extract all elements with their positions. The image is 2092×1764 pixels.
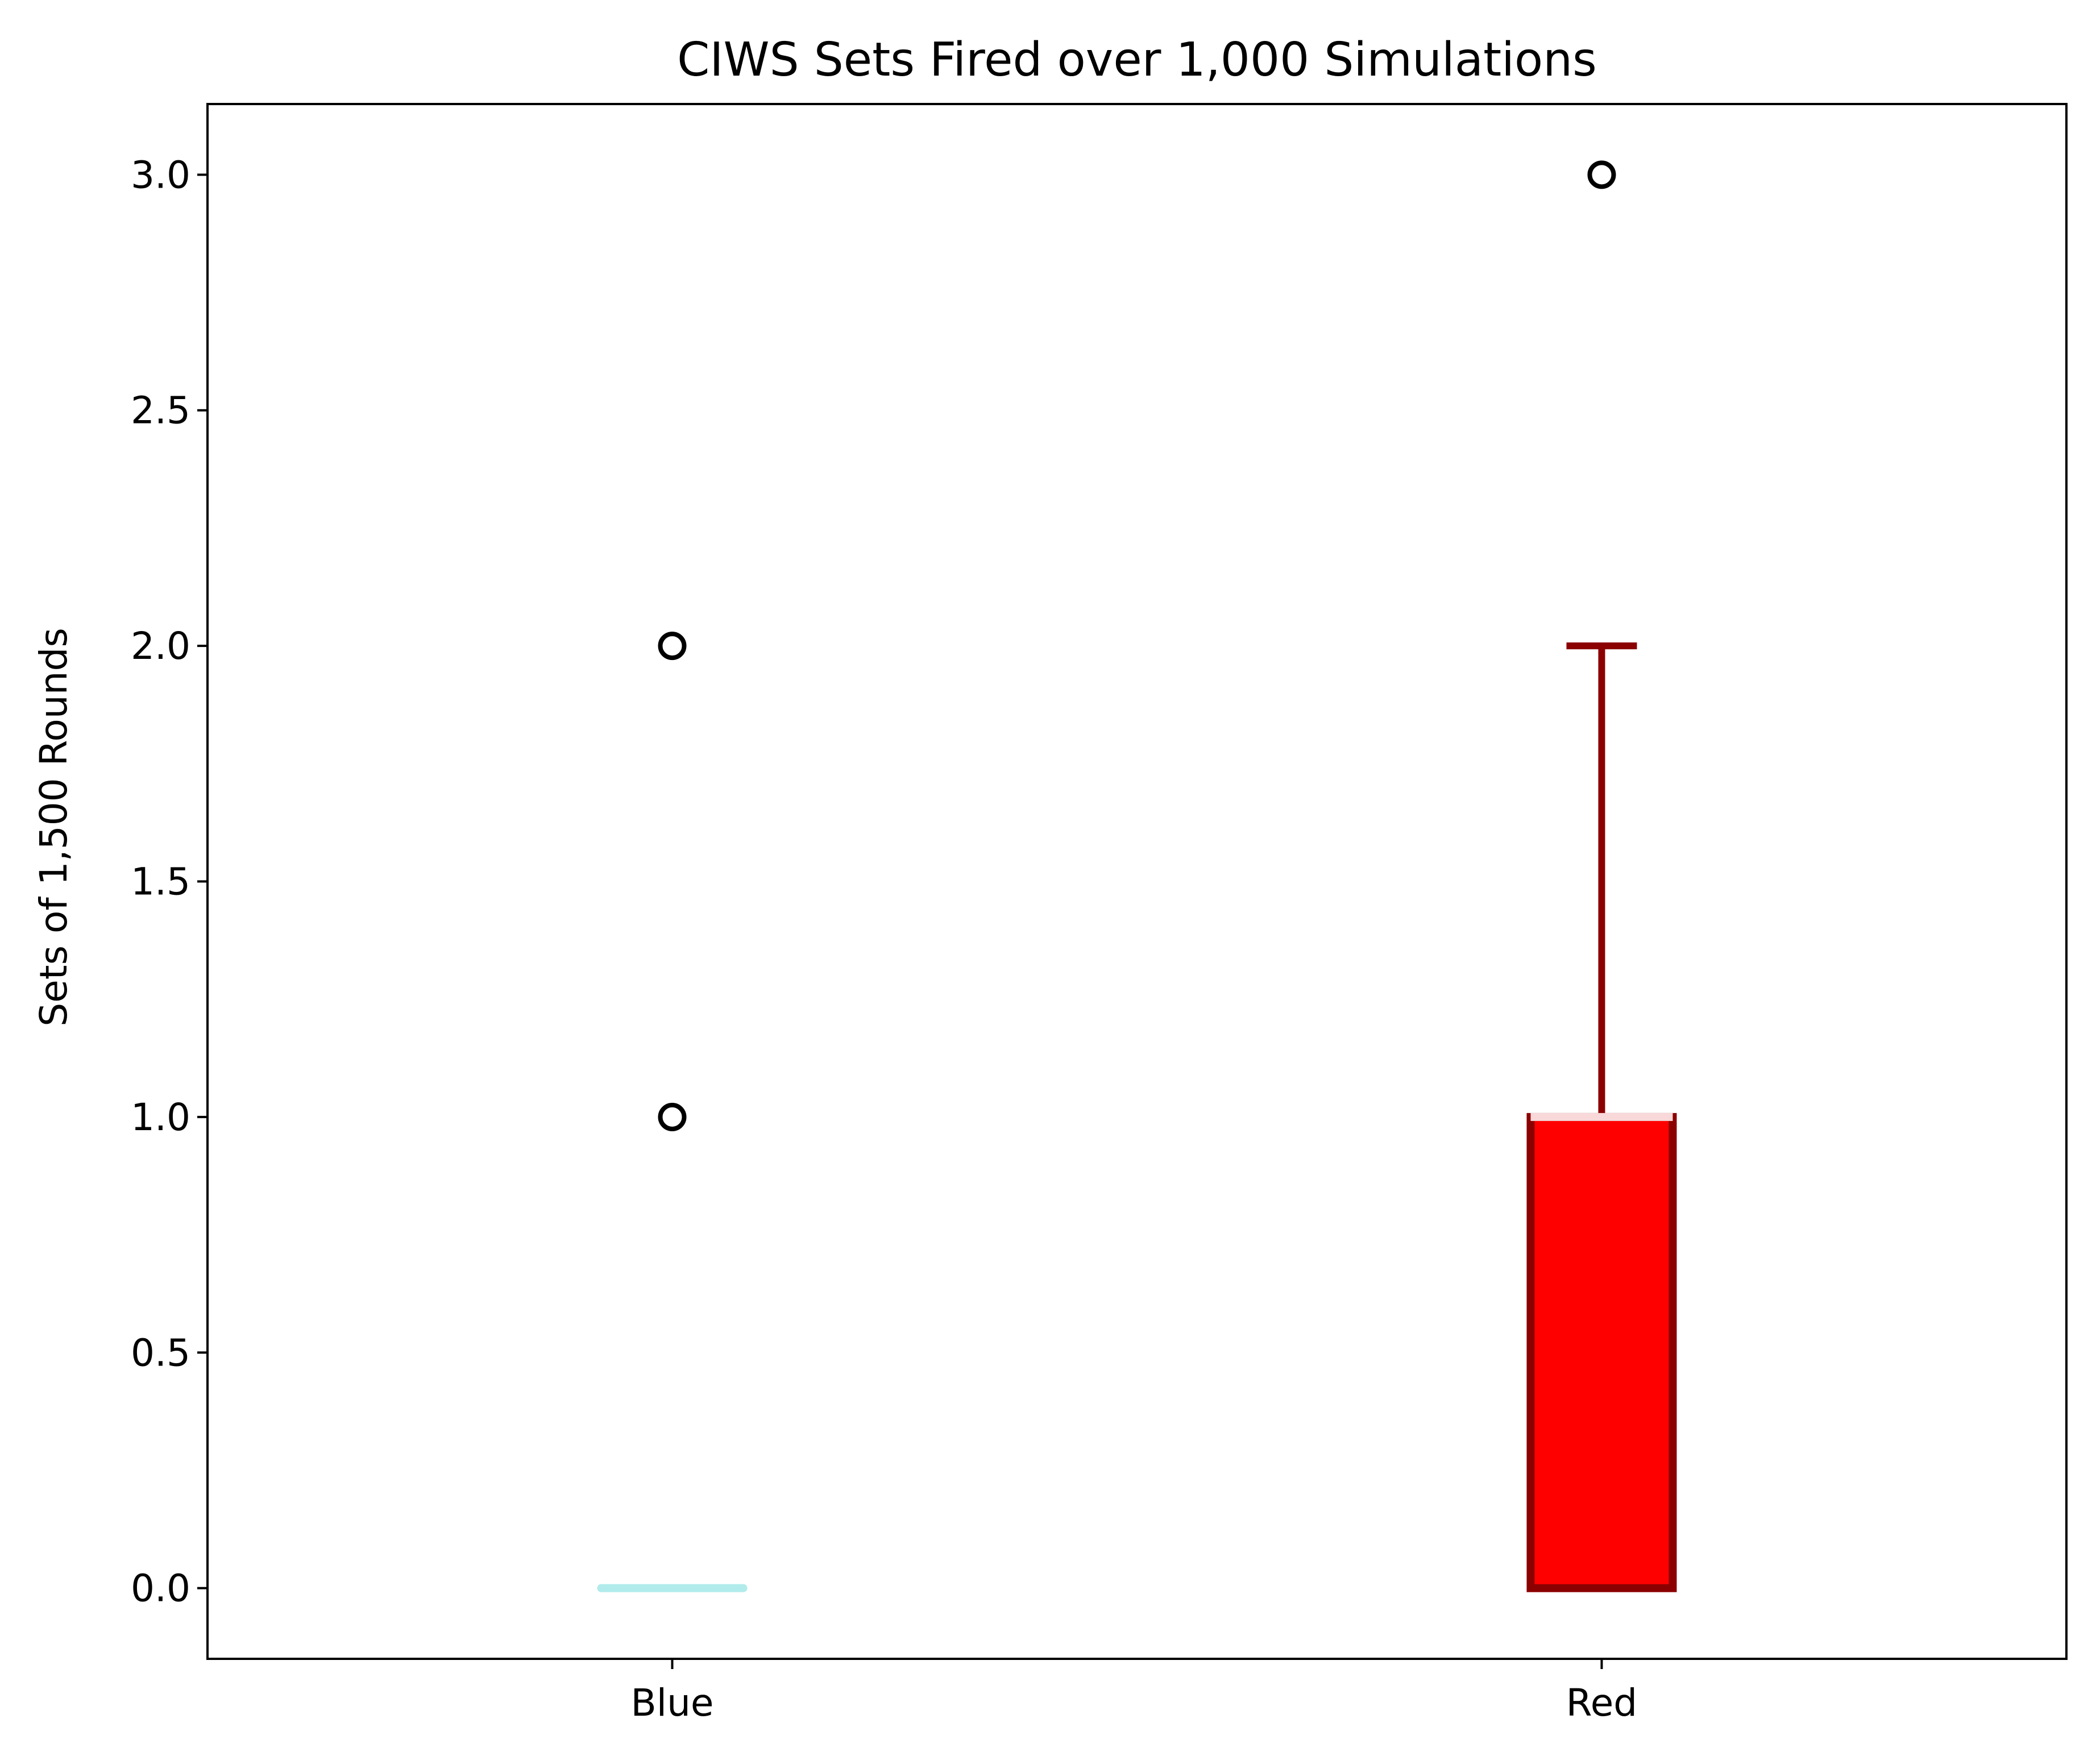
x-tick-label: Red: [1566, 1681, 1637, 1725]
red-outlier: [1587, 160, 1616, 189]
chart-title: CIWS Sets Fired over 1,000 Simulations: [677, 33, 1597, 87]
axes-frame: [206, 103, 2068, 1660]
y-axis-label: Sets of 1,500 Rounds: [32, 628, 76, 1026]
y-tick-label: 1.5: [131, 860, 190, 904]
y-tick-label: 3.0: [131, 153, 190, 197]
x-tick-label: Blue: [630, 1681, 713, 1725]
y-tick-label: 0.5: [131, 1331, 190, 1375]
y-tick-label: 1.0: [131, 1095, 190, 1139]
y-tick-label: 2.0: [131, 624, 190, 668]
blue-outlier: [658, 1102, 687, 1131]
y-tick-label: 0.0: [131, 1567, 190, 1611]
red-box: [1526, 1113, 1677, 1592]
y-tick-label: 2.5: [131, 389, 190, 433]
plot-area: 0.0 0.5 1.0 1.5 2.0 2.5 3.0 Blue Red: [131, 153, 1677, 1725]
blue-outlier: [658, 632, 687, 661]
